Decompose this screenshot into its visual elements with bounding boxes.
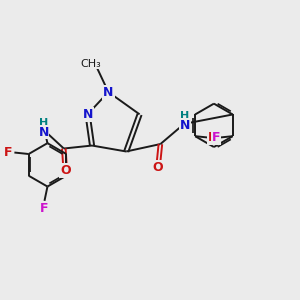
- Text: F: F: [40, 202, 49, 215]
- Text: H: H: [180, 111, 190, 122]
- Text: H: H: [39, 118, 48, 128]
- Text: F: F: [4, 146, 12, 159]
- Text: N: N: [103, 85, 114, 98]
- Text: N: N: [82, 108, 93, 121]
- Text: N: N: [180, 119, 190, 132]
- Text: O: O: [153, 161, 163, 174]
- Text: F: F: [208, 131, 216, 144]
- Text: F: F: [212, 131, 220, 144]
- Text: CH₃: CH₃: [80, 59, 101, 69]
- Text: N: N: [38, 126, 49, 139]
- Text: O: O: [60, 164, 70, 177]
